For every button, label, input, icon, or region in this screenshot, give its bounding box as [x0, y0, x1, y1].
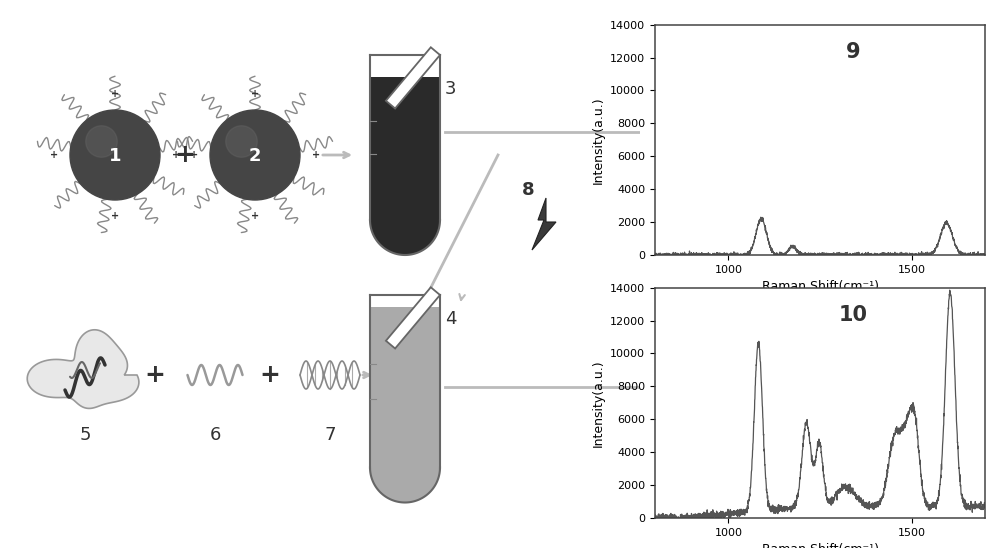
Text: +: + — [260, 363, 280, 387]
Text: 7: 7 — [324, 426, 336, 444]
Circle shape — [70, 110, 160, 200]
Text: +: + — [172, 150, 180, 160]
Circle shape — [86, 125, 117, 157]
Y-axis label: Intensity(a.u.): Intensity(a.u.) — [592, 96, 605, 184]
Polygon shape — [370, 467, 440, 503]
Text: +: + — [251, 211, 259, 221]
Circle shape — [226, 125, 257, 157]
Text: 8: 8 — [522, 181, 534, 199]
Text: +: + — [145, 363, 165, 387]
Polygon shape — [370, 220, 440, 255]
Polygon shape — [386, 287, 440, 349]
Text: +: + — [111, 211, 119, 221]
Polygon shape — [386, 47, 440, 109]
Text: +: + — [312, 150, 320, 160]
Text: 3: 3 — [445, 80, 456, 98]
Circle shape — [210, 110, 300, 200]
Polygon shape — [27, 330, 139, 408]
Text: 9: 9 — [846, 42, 860, 62]
Bar — [371, 306, 439, 467]
Text: 10: 10 — [838, 305, 868, 326]
Text: 2: 2 — [249, 147, 261, 165]
Text: 4: 4 — [445, 310, 456, 328]
Text: 1: 1 — [109, 147, 121, 165]
Text: +: + — [111, 89, 119, 99]
Text: 6: 6 — [209, 426, 221, 444]
Polygon shape — [532, 198, 556, 250]
Text: +: + — [175, 143, 195, 167]
Text: +: + — [251, 89, 259, 99]
Text: 5: 5 — [79, 426, 91, 444]
X-axis label: Raman Shift(cm⁻¹): Raman Shift(cm⁻¹) — [762, 543, 879, 548]
Text: +: + — [50, 150, 58, 160]
Bar — [371, 77, 439, 220]
Y-axis label: Intensity(a.u.): Intensity(a.u.) — [592, 359, 605, 447]
X-axis label: Raman Shift(cm⁻¹): Raman Shift(cm⁻¹) — [762, 280, 879, 293]
Text: +: + — [190, 150, 198, 160]
